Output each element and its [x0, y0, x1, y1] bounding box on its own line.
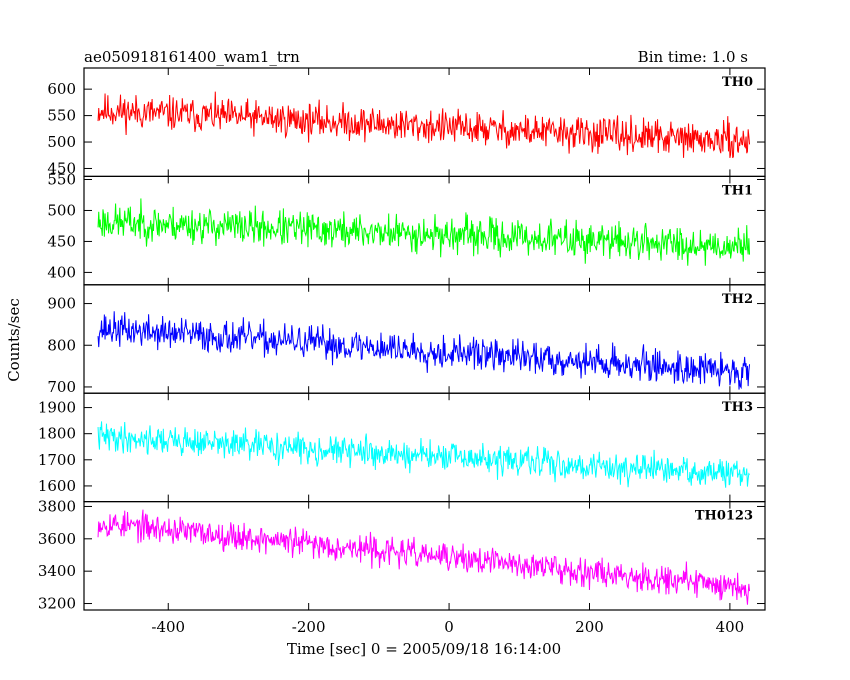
y-tick-label: 550 — [47, 107, 76, 125]
y-tick-label: 3200 — [38, 595, 76, 613]
x-tick-label: 0 — [444, 618, 454, 636]
panel-frame — [83, 284, 766, 394]
panel-frame — [83, 501, 766, 611]
series-line-th0 — [97, 91, 751, 159]
series-line-th1 — [97, 198, 751, 266]
bin-time-label: Bin time: 1.0 s — [638, 48, 748, 66]
chart-title: ae050918161400_wam1_trn — [84, 48, 300, 66]
x-tick-label: -400 — [151, 618, 185, 636]
y-axis-label: Counts/sec — [5, 298, 23, 382]
x-axis: -400 -200 0 200 400 — [151, 618, 744, 636]
y-tick-label: 1600 — [38, 477, 76, 495]
panel-th3: 1600 1700 1800 1900 TH3 — [38, 392, 766, 503]
panel-th1: 400 450 500 550 TH1 — [47, 170, 766, 286]
series-label: TH2 — [722, 292, 753, 307]
y-tick-label: 1700 — [38, 451, 76, 469]
y-tick-label: 400 — [47, 263, 76, 281]
panel-th2: 700 800 900 TH2 — [47, 284, 766, 396]
panel-frame — [83, 67, 766, 178]
series-label: TH0123 — [695, 509, 753, 524]
y-tick-label: 500 — [47, 201, 76, 219]
panel-th0: 450 500 550 600 TH0 — [47, 67, 766, 178]
y-tick-label: 500 — [47, 133, 76, 151]
x-axis-label: Time [sec] 0 = 2005/09/18 16:14:00 — [287, 640, 561, 658]
y-tick-label: 450 — [47, 232, 76, 250]
y-tick-label: 3600 — [38, 530, 76, 548]
y-tick-label: 3800 — [38, 497, 76, 515]
series-label: TH0 — [722, 75, 753, 90]
y-tick-label: 450 — [47, 159, 76, 177]
series-line-th3 — [97, 421, 750, 488]
panel-th0123: 3200 3400 3600 3800 TH0123 — [38, 497, 766, 613]
x-tick-label: -200 — [292, 618, 326, 636]
y-tick-label: 3400 — [38, 562, 76, 580]
series-label: TH3 — [722, 400, 753, 415]
y-tick-label: 1900 — [38, 399, 76, 417]
series-label: TH1 — [722, 183, 753, 198]
y-tick-label: 550 — [47, 170, 76, 188]
y-tick-label: 600 — [47, 80, 76, 98]
x-tick-label: 200 — [575, 618, 604, 636]
panel-frame — [83, 392, 766, 503]
series-line-th0123 — [97, 509, 751, 605]
series-line-th2 — [97, 311, 751, 390]
y-tick-label: 900 — [47, 295, 76, 313]
x-tick-label: 400 — [716, 618, 745, 636]
panels: 450 500 550 600 TH0 400 450 500 550 TH1 700 800 900 T… — [38, 67, 766, 613]
y-tick-label: 800 — [47, 336, 76, 354]
y-tick-label: 700 — [47, 378, 76, 396]
y-tick-label: 1800 — [38, 425, 76, 443]
